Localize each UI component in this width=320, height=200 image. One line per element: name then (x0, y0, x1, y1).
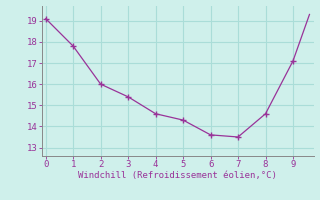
X-axis label: Windchill (Refroidissement éolien,°C): Windchill (Refroidissement éolien,°C) (78, 171, 277, 180)
